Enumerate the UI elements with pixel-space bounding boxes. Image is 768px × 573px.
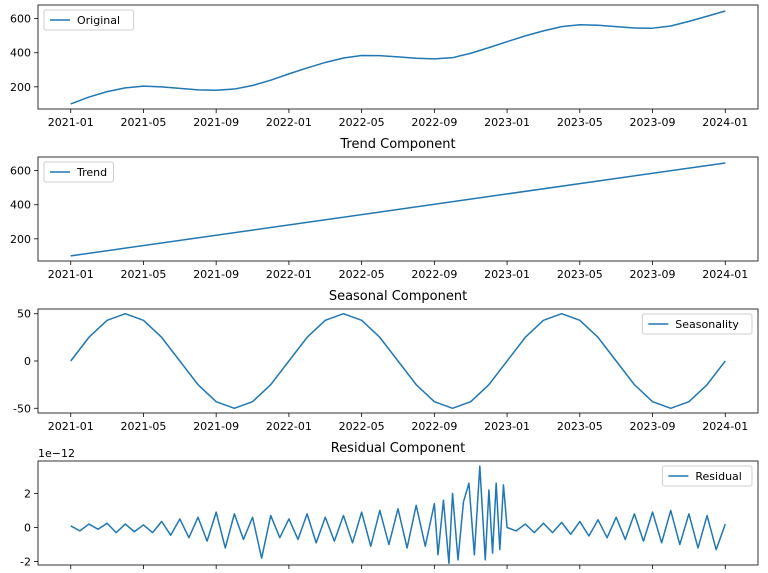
x-tick-label: 2021-09 (193, 420, 239, 433)
x-tick-label: 2023-09 (630, 420, 676, 433)
x-tick-label: 2023-05 (557, 268, 603, 281)
y-tick-label: 600 (10, 13, 31, 26)
y-scale-label: 1e−12 (38, 447, 75, 460)
series-line-1 (70, 10, 726, 105)
x-tick-label: 2022-01 (266, 268, 312, 281)
axes-frame (37, 4, 759, 110)
x-tick-label: 2021-05 (120, 268, 166, 281)
x-tick-label: 2021-05 (120, 116, 166, 129)
chart-title: Residual Component (331, 441, 466, 456)
x-tick-label: 2024-01 (702, 116, 748, 129)
legend: Seasonality (641, 313, 753, 335)
legend: Trend (43, 161, 114, 183)
legend-box (661, 465, 753, 487)
x-tick-label: 2021-01 (48, 420, 94, 433)
y-tick-label: 0 (24, 521, 31, 534)
x-tick-label: 2023-01 (484, 268, 530, 281)
x-tick-label: 2021-09 (193, 268, 239, 281)
y-tick-label: -50 (13, 402, 31, 415)
y-tick-label: 0 (24, 355, 31, 368)
x-tick-label: 2023-01 (484, 420, 530, 433)
legend-label: Seasonality (675, 318, 739, 331)
x-tick-label: 2024-01 (702, 420, 748, 433)
x-tick-label: 2021-05 (120, 420, 166, 433)
y-tick-label: 600 (10, 165, 31, 178)
x-tick-label: 2023-09 (630, 116, 676, 129)
y-tick-label: -2 (20, 556, 31, 569)
y-tick-label: 200 (10, 81, 31, 94)
x-tick-label: 2023-05 (557, 116, 603, 129)
y-tick-label: 50 (17, 308, 31, 321)
series-line-2 (70, 162, 726, 257)
x-tick-label: 2024-01 (702, 268, 748, 281)
y-tick-label: 200 (10, 233, 31, 246)
x-tick-label: 2023-01 (484, 116, 530, 129)
x-tick-label: 2022-09 (411, 116, 457, 129)
x-tick-label: 2023-05 (557, 420, 603, 433)
x-tick-label: 2022-01 (266, 116, 312, 129)
x-tick-label: 2022-01 (266, 420, 312, 433)
x-tick-label: 2022-09 (411, 268, 457, 281)
chart-panel-2: 2021-01 2021-05 2021-09 2022-01 2022-05 2022-… (10, 137, 759, 281)
legend-box (641, 313, 753, 335)
chart-panel-4: -2 0 2 1e−12 Residual Component Residual (20, 441, 759, 569)
y-tick-label: 400 (10, 199, 31, 212)
x-tick-label: 2022-05 (339, 268, 385, 281)
legend-label: Residual (695, 470, 741, 483)
x-tick-label: 2022-09 (411, 420, 457, 433)
x-tick-label: 2022-05 (339, 420, 385, 433)
chart-panel-1: 2021-01 2021-05 2021-09 2022-01 2022-05 2022-… (10, 4, 759, 129)
legend: Original (43, 9, 135, 31)
y-tick-label: 400 (10, 47, 31, 60)
x-tick-label: 2022-05 (339, 116, 385, 129)
series-line-3 (70, 312, 726, 410)
legend-box (43, 9, 135, 31)
axes-frame (37, 460, 759, 566)
x-tick-label: 2023-09 (630, 268, 676, 281)
legend-label: Original (77, 14, 120, 27)
x-tick-label: 2021-09 (193, 116, 239, 129)
y-tick-label: 2 (24, 487, 31, 500)
legend-label: Trend (76, 166, 107, 179)
legend: Residual (661, 465, 753, 487)
chart-title: Seasonal Component (329, 289, 467, 304)
legend-box (43, 161, 114, 183)
series-line-4 (70, 465, 726, 565)
x-tick-label: 2021-01 (48, 268, 94, 281)
x-tick-label: 2021-01 (48, 116, 94, 129)
chart-panel-3: 2021-01 2021-05 2021-09 2022-01 2022-05 2022-… (13, 289, 759, 433)
axes-frame (37, 156, 759, 262)
chart-title: Trend Component (339, 137, 455, 152)
